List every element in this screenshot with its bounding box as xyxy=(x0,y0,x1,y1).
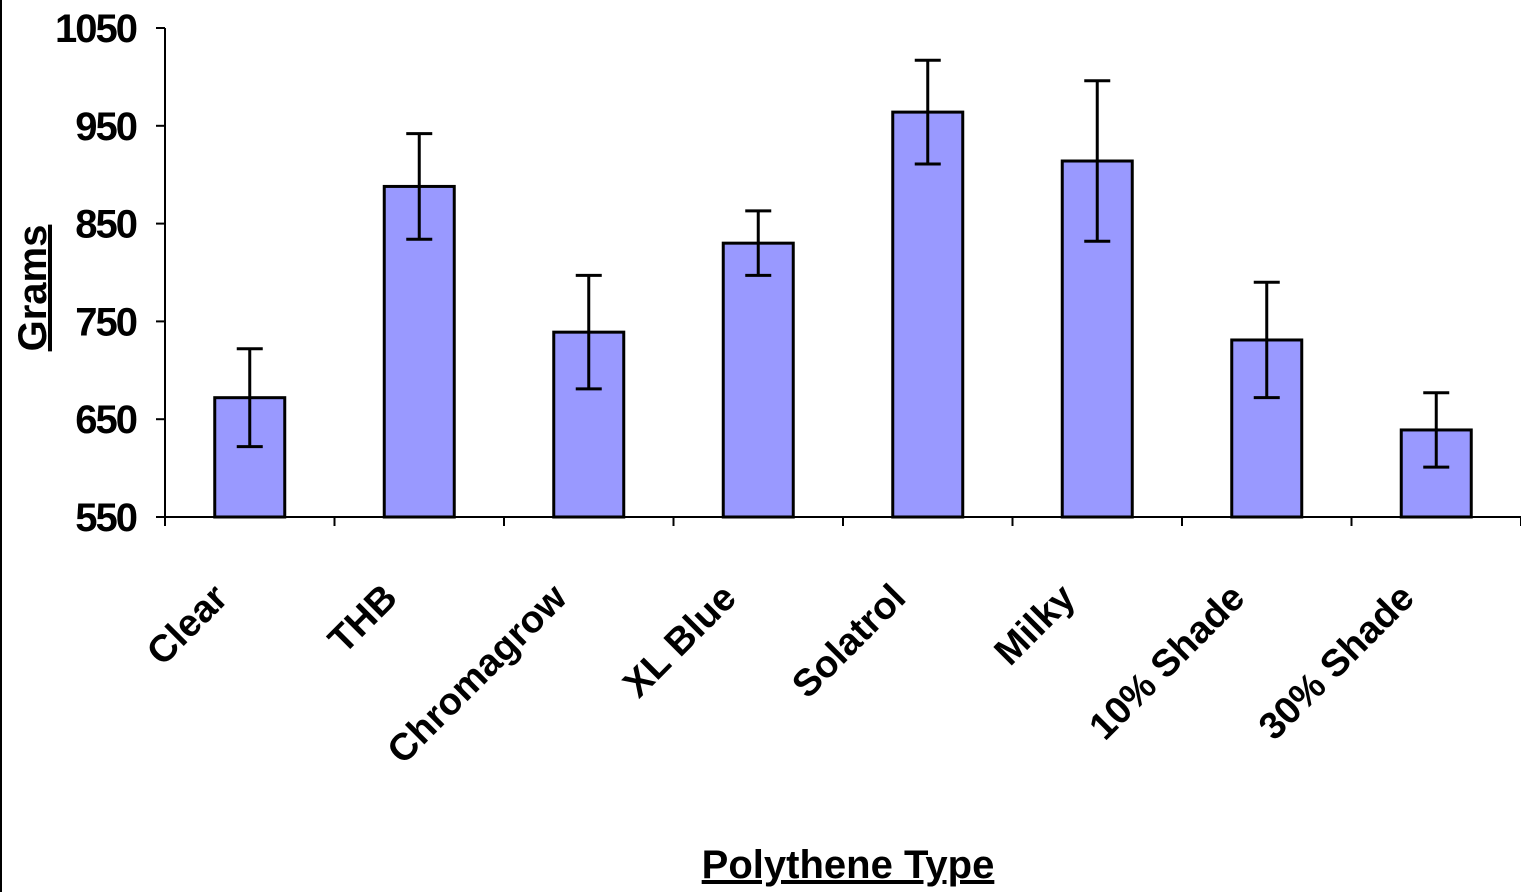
y-tick-label: 950 xyxy=(75,105,136,149)
x-axis-title: Polythene Type xyxy=(702,843,995,887)
y-tick-label: 750 xyxy=(75,300,136,344)
bar xyxy=(382,184,456,519)
bar xyxy=(891,110,965,519)
chart-frame-edge xyxy=(0,0,2,892)
y-tick-label: 650 xyxy=(75,398,136,442)
x-tick-label: 10% Shade xyxy=(1082,577,1254,749)
axes xyxy=(164,28,1521,526)
bars xyxy=(213,110,1473,519)
y-tick-label: 550 xyxy=(75,496,136,540)
bar xyxy=(721,241,795,519)
x-tick-label: THB xyxy=(321,577,406,662)
x-tick-label: 30% Shade xyxy=(1251,577,1423,749)
x-tick-label: Solatrol xyxy=(784,577,914,707)
y-axis-ticks: 550 650 750 850 950 1050 xyxy=(55,7,165,540)
x-tick-label: Milky xyxy=(987,577,1084,674)
y-tick-label: 1050 xyxy=(55,7,137,51)
error-bars xyxy=(236,58,1450,469)
y-axis-title: Grams xyxy=(11,225,55,352)
x-tick-label: XL Blue xyxy=(615,577,744,706)
y-tick-label: 850 xyxy=(75,203,136,247)
x-tick-label: Clear xyxy=(139,577,236,674)
x-tick-label: Chromagrow xyxy=(380,576,576,772)
